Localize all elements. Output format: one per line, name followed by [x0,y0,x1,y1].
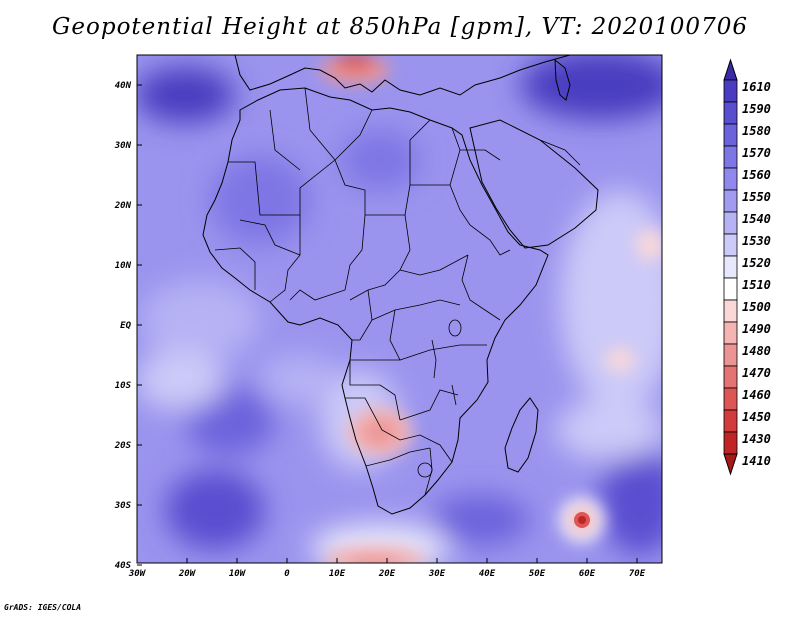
colorbar-label: 1560 [742,168,771,182]
lat-label: 20S [114,441,132,451]
lat-label: 10S [115,381,132,391]
lat-label: 40S [115,561,132,571]
colorbar-segment [723,167,738,191]
colorbar-segment [723,145,738,169]
lon-label: 20E [378,569,396,579]
lat-label: 20N [114,201,132,211]
lon-label: 30W [128,569,147,579]
colorbar-label: 1520 [742,256,771,270]
colorbar-segment [723,277,738,301]
lat-label: EQ [120,321,131,331]
colorbar [723,58,738,476]
colorbar-label: 1540 [742,212,771,226]
colorbar-label: 1580 [742,124,771,138]
colorbar-segment [723,189,738,213]
colorbar-label: 1510 [742,278,771,292]
y-axis-ticks [137,84,142,566]
colorbar-segment [723,255,738,279]
height-field [137,55,662,563]
lon-label: 60E [579,569,596,579]
colorbar-label: 1410 [742,454,771,468]
colorbar-label: 1450 [742,410,771,424]
colorbar-label: 1500 [742,300,771,314]
colorbar-label: 1610 [742,80,771,94]
colorbar-label: 1430 [742,432,771,446]
plot-frame [136,54,663,564]
colorbar-labels: 1610 1590 1580 1570 1560 1550 1540 1530 … [742,80,771,468]
colorbar-label: 1480 [742,344,771,358]
lon-label: 20W [178,569,197,579]
madagascar [504,397,539,473]
lat-labels: 40N 30N 20N 10N EQ 10S 20S 30S 40S [114,81,132,571]
colorbar-segment [723,79,738,103]
grads-credit: GrADS: IGES/COLA [4,603,82,612]
colorbar-label: 1550 [742,190,771,204]
lat-label: 30N [114,141,132,151]
colorbar-segment [723,233,738,257]
lon-label: 10E [329,569,346,579]
lon-label: 40E [479,569,496,579]
africa-coastline [202,87,549,515]
country-borders [214,87,511,496]
colorbar-segment [723,321,738,345]
lat-label: 30S [114,501,132,511]
colorbar-segment [723,365,738,389]
lat-label: 40N [115,81,132,91]
page-title: Geopotential Height at 850hPa [gpm], VT:… [52,14,748,40]
lon-label: 30E [428,569,446,579]
colorbar-segment [723,101,738,125]
colorbar-segment [723,123,738,147]
colorbar-segment [723,431,738,455]
lon-label: 70E [629,569,646,579]
colorbar-segment [723,211,738,235]
colorbar-segment [723,299,738,323]
europe-coastline [234,55,571,96]
colorbar-label: 1590 [742,102,771,116]
colorbar-arrow-top [723,58,738,81]
lon-labels: 30W 20W 10W 0 10E 20E 30E 40E 50E 60E 70… [128,569,646,579]
lon-label: 10W [229,569,247,579]
x-axis-ticks [136,558,638,563]
lon-label: 50E [529,569,546,579]
lat-label: 10N [115,261,132,271]
colorbar-label: 1490 [742,322,771,336]
colorbar-segment [723,387,738,411]
colorbar-label: 1470 [742,366,771,380]
colorbar-label: 1460 [742,388,771,402]
colorbar-segment [723,343,738,367]
lon-label: 0 [284,569,290,579]
colorbar-segment [723,409,738,433]
colorbar-arrow-bottom [723,453,738,476]
colorbar-label: 1570 [742,146,771,160]
colorbar-label: 1530 [742,234,771,248]
